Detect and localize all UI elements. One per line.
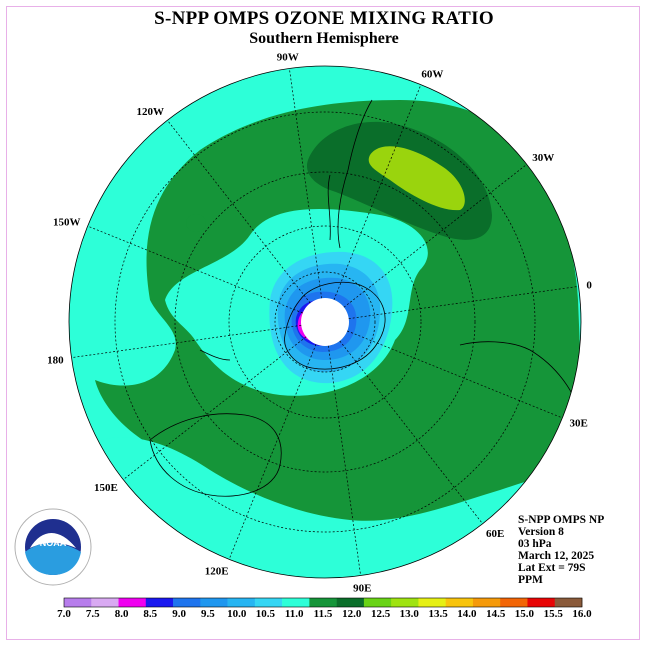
colorbar-swatch (527, 598, 556, 607)
noaa-logo: NOAA (14, 508, 92, 586)
longitude-labels: 0 30E 60E 90E 120E 150E 180 150W 120W 90W 60W 30W (47, 52, 592, 595)
colorbar-tick-label: 7.5 (86, 608, 100, 620)
longitude-label: 90E (353, 582, 371, 594)
colorbar-tick-label: 13.5 (428, 608, 448, 620)
lat-circle-75 (274, 271, 376, 373)
colorbar-tick-label: 11.5 (314, 608, 333, 620)
info-instrument: S-NPP OMPS NP (518, 514, 605, 526)
page-frame (6, 6, 640, 640)
meridian-line (228, 344, 317, 560)
longitude-label: 120E (205, 566, 229, 578)
info-date: March 12, 2025 (518, 550, 595, 562)
longitude-label: 60E (486, 528, 504, 540)
info-version: Version 8 (518, 526, 564, 538)
longitude-label: 30E (570, 417, 588, 429)
colorbar-swatch (391, 598, 419, 607)
longitude-label: 150W (53, 217, 81, 229)
colorbar-swatch (64, 598, 92, 607)
longitude-label: 90W (277, 52, 299, 64)
colorbar-tick-label: 9.5 (201, 608, 215, 620)
meridian-line (343, 164, 527, 308)
ozone-map (69, 66, 581, 578)
south-america-coast (327, 99, 373, 249)
meridian-line (289, 68, 323, 299)
colorbar-swatch (227, 598, 256, 607)
colorbar-swatch (254, 598, 283, 607)
colorbar-swatch (418, 598, 446, 607)
new-zealand-coast (199, 349, 231, 361)
longitude-label: 120W (137, 106, 165, 118)
page-subtitle: Southern Hemisphere (249, 30, 399, 47)
meridian-line (339, 340, 483, 524)
lat-circle-45 (174, 171, 476, 473)
meridian-line (348, 286, 579, 320)
colorbar-swatch (445, 598, 474, 607)
colorbar-swatch (309, 598, 337, 607)
colorbar-swatch (554, 598, 583, 607)
longitude-label: 60W (421, 69, 443, 81)
polar-data-gap (301, 298, 349, 346)
colorbar-tick-label: 15.5 (544, 608, 564, 620)
info-block: S-NPP OMPS NP Version 8 03 hPa March 12,… (518, 514, 604, 586)
colorbar-swatch (173, 598, 201, 607)
longitude-label: 150E (94, 482, 118, 494)
colorbar-swatch (500, 598, 528, 607)
colorbar-swatch (200, 598, 228, 607)
colorbar-tick-label: 8.5 (143, 608, 157, 620)
colorbar-tick-label: 9.0 (172, 608, 186, 620)
colorbar-swatch (145, 598, 174, 607)
meridian-line (333, 84, 422, 300)
meridian-line (167, 120, 311, 304)
colorbar-tick-label: 13.0 (400, 608, 420, 620)
colorbar-swatch (336, 598, 365, 607)
colorbar-tick-label: 8.0 (115, 608, 129, 620)
map-border (68, 65, 582, 579)
colorbar-swatch (472, 598, 501, 607)
longitude-label: 0 (586, 280, 592, 292)
colorbar-tick-label: 14.0 (457, 608, 477, 620)
colorbar-swatch (363, 598, 392, 607)
noaa-logo-text: NOAA (40, 538, 67, 548)
info-pressure: 03 hPa (518, 538, 552, 550)
meridian-line (327, 345, 361, 576)
colorbar-tick-label: 14.5 (486, 608, 506, 620)
colorbar-frame (63, 597, 583, 608)
meridian-lines (71, 68, 579, 576)
graticule (71, 68, 579, 576)
longitude-label: 30W (532, 152, 554, 164)
colorbar: 7.0 7.5 8.0 8.5 9.0 9.5 10.0 10.5 11.0 11.5 12.0 12… (57, 597, 592, 620)
info-units: PPM (518, 574, 543, 586)
colorbar-swatch (91, 598, 119, 607)
level-11-5-island (186, 214, 206, 232)
lat-circle-60 (228, 225, 422, 419)
meridian-line (87, 225, 303, 314)
longitude-label: 180 (47, 354, 64, 366)
colorbar-tick-label: 10.0 (227, 608, 247, 620)
antarctica-coast (284, 281, 386, 370)
colorbar-swatch (282, 598, 310, 607)
meridian-line (123, 336, 307, 480)
colorbar-tick-label: 11.0 (285, 608, 304, 620)
colorbar-tick-label: 15.0 (515, 608, 535, 620)
info-lat-ext: Lat Ext = 79S (518, 562, 586, 574)
colorbar-tick-label: 10.5 (256, 608, 276, 620)
colorbar-swatch (118, 598, 147, 607)
level-13-region (368, 146, 465, 211)
colorbar-tick-label: 7.0 (57, 608, 71, 620)
colorbar-tick-label: 12.5 (371, 608, 391, 620)
meridian-line (347, 330, 563, 419)
colorbar-tick-label: 16.0 (572, 608, 592, 620)
colorbar-tick-label: 12.0 (342, 608, 362, 620)
lat-circle-30 (114, 111, 536, 533)
meridian-line (71, 324, 302, 358)
page-title: S-NPP OMPS OZONE MIXING RATIO (154, 8, 494, 29)
